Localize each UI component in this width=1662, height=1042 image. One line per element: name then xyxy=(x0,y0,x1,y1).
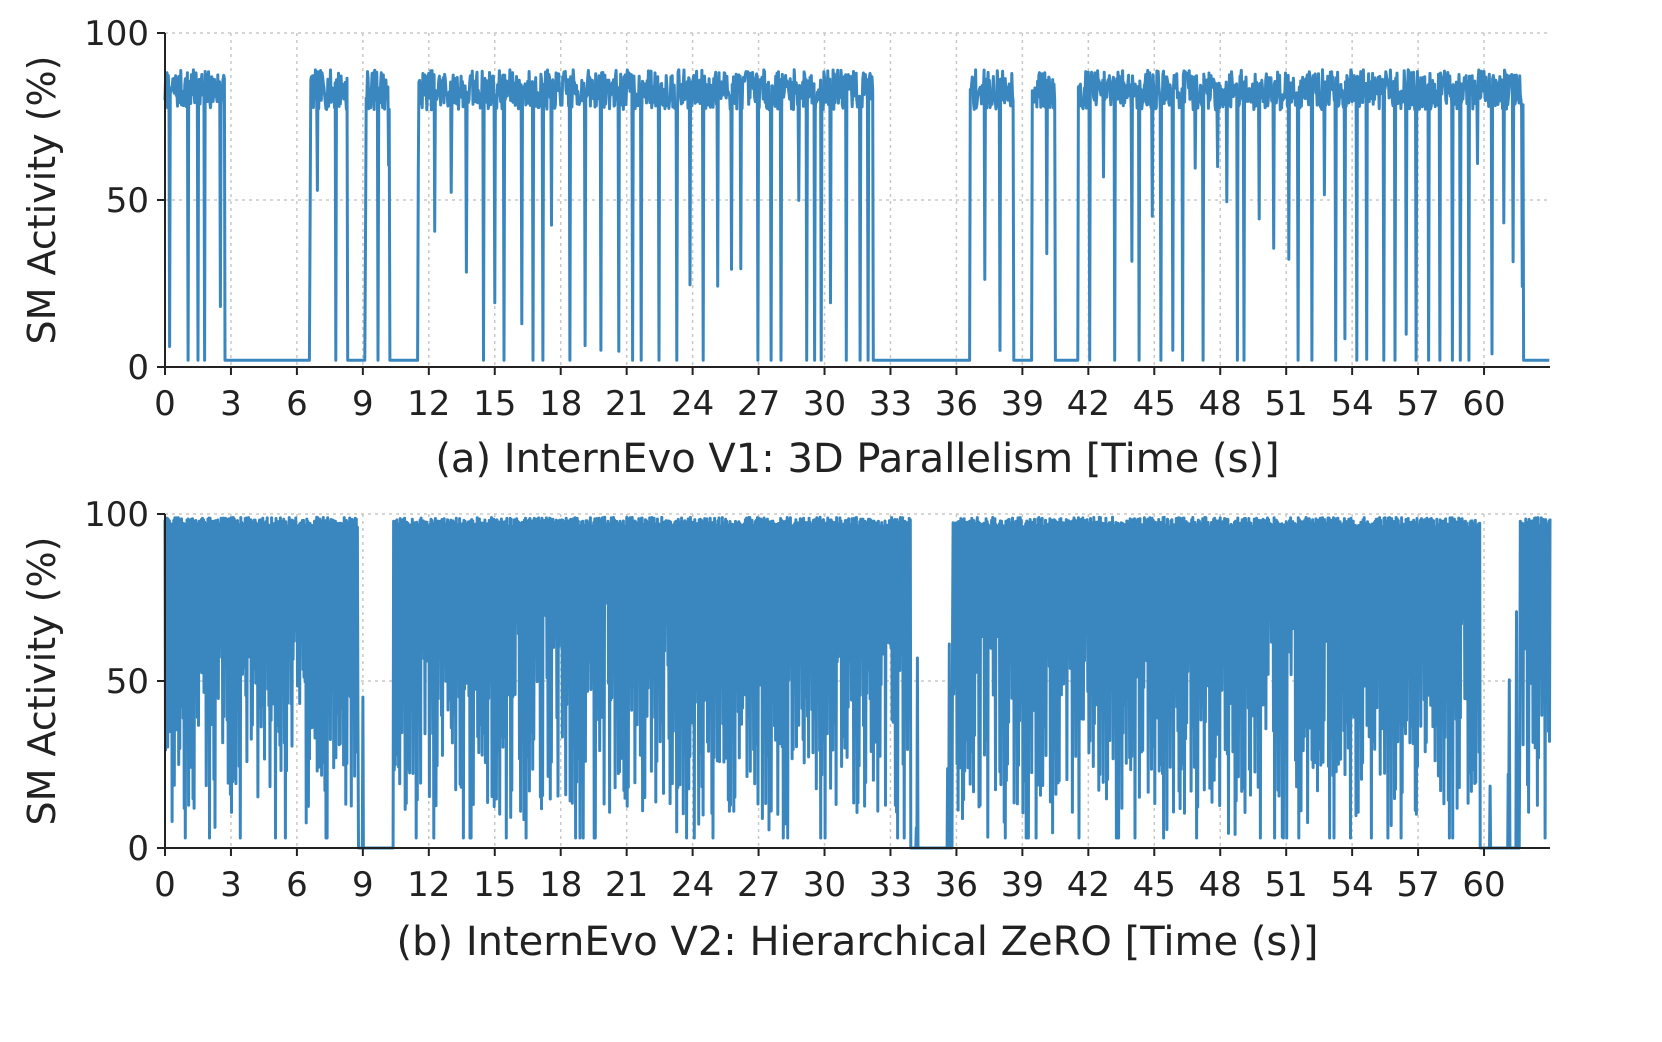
y-tick-label: 100 xyxy=(84,14,149,54)
x-tick-label: 36 xyxy=(935,384,978,424)
x-tick-label: 3 xyxy=(220,384,242,424)
x-tick-label: 12 xyxy=(407,384,450,424)
panel-a-y-axis-label: SM Activity (%) xyxy=(20,56,64,345)
x-tick-label: 3 xyxy=(220,865,242,905)
y-tick-label: 100 xyxy=(84,495,149,535)
x-tick-label: 21 xyxy=(605,865,648,905)
x-tick-label: 39 xyxy=(1001,384,1044,424)
x-tick-label: 30 xyxy=(803,865,846,905)
x-tick-label: 48 xyxy=(1199,384,1242,424)
x-tick-label: 45 xyxy=(1133,865,1176,905)
x-tick-label: 42 xyxy=(1067,865,1110,905)
y-tick-label: 50 xyxy=(106,662,149,702)
x-tick-label: 51 xyxy=(1265,384,1308,424)
y-tick-label: 50 xyxy=(106,181,149,221)
x-tick-label: 6 xyxy=(286,865,308,905)
panel-b-sm-activity-line xyxy=(163,515,1552,850)
x-tick-label: 51 xyxy=(1265,865,1308,905)
x-tick-label: 57 xyxy=(1396,865,1439,905)
x-tick-label: 18 xyxy=(539,865,582,905)
x-tick-label: 57 xyxy=(1396,384,1439,424)
x-tick-label: 24 xyxy=(671,384,714,424)
x-tick-label: 18 xyxy=(539,384,582,424)
x-tick-label: 27 xyxy=(737,384,780,424)
x-tick-label: 21 xyxy=(605,384,648,424)
x-tick-label: 54 xyxy=(1331,384,1374,424)
x-tick-label: 60 xyxy=(1462,865,1505,905)
x-tick-label: 12 xyxy=(407,865,450,905)
x-tick-label: 39 xyxy=(1001,865,1044,905)
y-tick-label: 0 xyxy=(127,348,149,388)
x-tick-label: 9 xyxy=(352,384,374,424)
panel-a-sm-activity-3d-parallelism: 0 3 6 9 12 15 18 21 24 27 30 33 36 39 42 45 48 51 54 57 6005… xyxy=(20,14,1551,482)
panel-a-axes: 0 3 6 9 12 15 18 21 24 27 30 33 36 39 42 45 48 51 54 57 6005… xyxy=(84,14,1550,424)
panel-a-caption: (a) InternEvo V1: 3D Parallelism [Time (… xyxy=(435,436,1279,482)
x-tick-label: 42 xyxy=(1067,384,1110,424)
x-tick-label: 27 xyxy=(737,865,780,905)
panel-b-caption: (b) InternEvo V2: Hierarchical ZeRO [Tim… xyxy=(397,919,1319,965)
x-tick-label: 30 xyxy=(803,384,846,424)
x-tick-label: 33 xyxy=(869,865,912,905)
x-tick-label: 0 xyxy=(154,865,176,905)
x-tick-label: 45 xyxy=(1133,384,1176,424)
x-tick-label: 0 xyxy=(154,384,176,424)
panel-b-y-axis-label: SM Activity (%) xyxy=(20,537,64,826)
x-tick-label: 54 xyxy=(1331,865,1374,905)
x-tick-label: 36 xyxy=(935,865,978,905)
panel-b-sm-activity-hierarchical-zero: 0 3 6 9 12 15 18 21 24 27 30 33 36 39 42 45 48 51 54 57 6005… xyxy=(20,495,1552,965)
y-tick-label: 0 xyxy=(127,829,149,869)
x-tick-label: 24 xyxy=(671,865,714,905)
x-tick-label: 6 xyxy=(286,384,308,424)
x-tick-label: 60 xyxy=(1462,384,1505,424)
panel-b-axes: 0 3 6 9 12 15 18 21 24 27 30 33 36 39 42 45 48 51 54 57 6005… xyxy=(84,495,1550,905)
x-tick-label: 48 xyxy=(1199,865,1242,905)
x-tick-label: 15 xyxy=(473,384,516,424)
x-tick-label: 15 xyxy=(473,865,516,905)
panel-a-sm-activity-line xyxy=(163,68,1551,362)
x-tick-label: 9 xyxy=(352,865,374,905)
x-tick-label: 33 xyxy=(869,384,912,424)
